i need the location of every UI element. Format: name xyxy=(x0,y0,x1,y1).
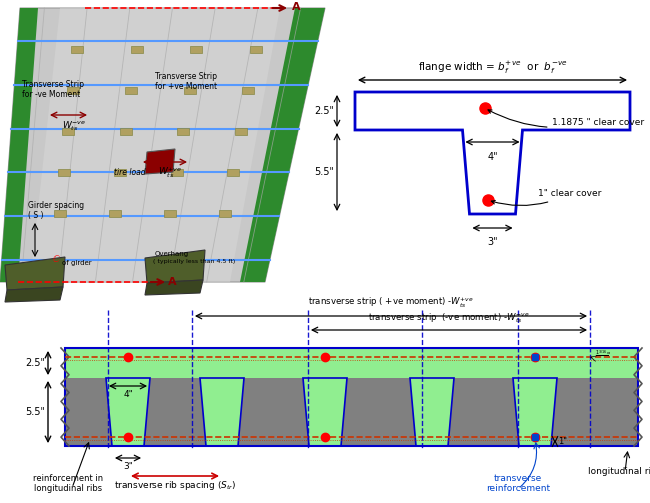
Text: tire load: tire load xyxy=(114,168,146,177)
Text: $\mathbb{C}$: $\mathbb{C}$ xyxy=(52,253,61,264)
FancyBboxPatch shape xyxy=(131,46,142,53)
FancyBboxPatch shape xyxy=(54,210,66,217)
Polygon shape xyxy=(145,250,205,283)
Polygon shape xyxy=(410,378,454,446)
Text: 5.5": 5.5" xyxy=(314,167,334,177)
FancyBboxPatch shape xyxy=(120,128,132,135)
FancyBboxPatch shape xyxy=(250,46,262,53)
Text: A: A xyxy=(292,2,300,12)
Polygon shape xyxy=(145,280,203,295)
Polygon shape xyxy=(65,348,638,378)
FancyBboxPatch shape xyxy=(177,128,189,135)
Text: of girder: of girder xyxy=(62,260,92,266)
Polygon shape xyxy=(355,92,630,214)
Polygon shape xyxy=(0,8,38,282)
Text: Overhang: Overhang xyxy=(155,251,189,257)
Text: reinforcement in
longitudinal ribs: reinforcement in longitudinal ribs xyxy=(33,474,103,493)
Polygon shape xyxy=(200,378,244,446)
FancyBboxPatch shape xyxy=(62,128,74,135)
Text: longitudinal rib: longitudinal rib xyxy=(588,467,650,476)
FancyBboxPatch shape xyxy=(66,87,79,94)
FancyBboxPatch shape xyxy=(164,210,176,217)
FancyBboxPatch shape xyxy=(219,210,231,217)
Text: Transverse Strip
for +ve Moment: Transverse Strip for +ve Moment xyxy=(155,72,217,92)
Text: transverse strip ( +ve moment) -$W_{ts}^{+ve}$: transverse strip ( +ve moment) -$W_{ts}^… xyxy=(308,296,474,310)
Text: 4": 4" xyxy=(488,152,498,162)
FancyBboxPatch shape xyxy=(184,87,196,94)
FancyBboxPatch shape xyxy=(242,87,254,94)
Text: transverse rib spacing ($S_{tr}$): transverse rib spacing ($S_{tr}$) xyxy=(114,479,236,492)
Polygon shape xyxy=(145,149,175,174)
FancyBboxPatch shape xyxy=(58,169,70,176)
Text: $W_{ts}^{-ve}$: $W_{ts}^{-ve}$ xyxy=(62,119,86,132)
FancyBboxPatch shape xyxy=(170,169,183,176)
Polygon shape xyxy=(5,287,63,302)
FancyBboxPatch shape xyxy=(227,169,239,176)
FancyBboxPatch shape xyxy=(125,87,137,94)
Text: 1" clear cover: 1" clear cover xyxy=(491,190,601,206)
Text: 1.1875 " clear cover: 1.1875 " clear cover xyxy=(488,110,645,127)
Polygon shape xyxy=(65,348,638,446)
FancyBboxPatch shape xyxy=(109,210,121,217)
Text: 5.5": 5.5" xyxy=(25,407,45,417)
Text: A: A xyxy=(168,277,177,287)
Text: transverse strip  (-ve moment) -$W_{ts}^{-ve}$: transverse strip (-ve moment) -$W_{ts}^{… xyxy=(368,311,530,325)
Text: 3": 3" xyxy=(123,462,133,471)
Text: 2.5": 2.5" xyxy=(314,106,334,116)
Polygon shape xyxy=(513,378,557,446)
FancyBboxPatch shape xyxy=(71,46,83,53)
Text: transverse
reinforcement: transverse reinforcement xyxy=(486,474,550,493)
Text: 4": 4" xyxy=(123,390,133,399)
Polygon shape xyxy=(240,8,325,282)
Text: Transverse Strip
for -ve Moment: Transverse Strip for -ve Moment xyxy=(22,80,84,100)
Text: 2.5": 2.5" xyxy=(25,358,45,368)
FancyBboxPatch shape xyxy=(114,169,126,176)
Text: $\frac{1^{3/16}}{\ }$": $\frac{1^{3/16}}{\ }$" xyxy=(595,349,612,360)
FancyBboxPatch shape xyxy=(190,46,202,53)
Text: ( typically less than 4.5 ft): ( typically less than 4.5 ft) xyxy=(153,259,235,264)
Polygon shape xyxy=(0,8,325,282)
Text: flange width = $b_f^{+ve}$  or  $b_f^{-ve}$: flange width = $b_f^{+ve}$ or $b_f^{-ve}… xyxy=(417,60,567,76)
FancyBboxPatch shape xyxy=(235,128,246,135)
Text: Girder spacing
( S ): Girder spacing ( S ) xyxy=(28,201,84,220)
Text: $W_{ts}^{+ve}$: $W_{ts}^{+ve}$ xyxy=(158,165,182,180)
Polygon shape xyxy=(303,378,347,446)
Polygon shape xyxy=(5,257,65,290)
Polygon shape xyxy=(30,8,280,282)
Polygon shape xyxy=(106,378,150,446)
Text: 1": 1" xyxy=(558,437,567,446)
Text: 3": 3" xyxy=(488,237,498,247)
